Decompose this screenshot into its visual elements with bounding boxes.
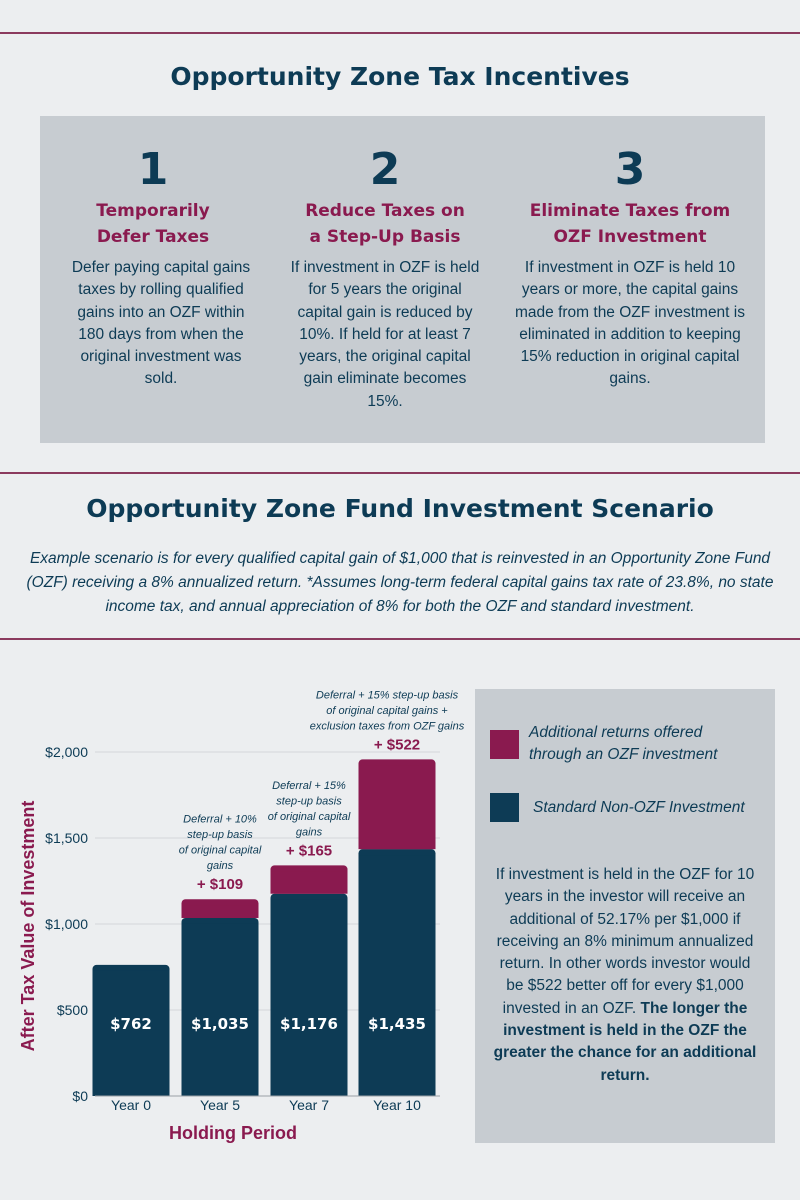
bar-additional-fill: [358, 765, 436, 850]
legend-swatch-additional: [490, 730, 519, 759]
additional-value-label: + $165: [286, 842, 332, 859]
incentive-number: 3: [614, 144, 646, 195]
x-axis-label: Holding Period: [169, 1123, 297, 1143]
incentive-body: If investment in OZF is held 10 years or…: [515, 259, 745, 388]
y-tick-label: $500: [57, 1002, 88, 1018]
annotation-line: step-up basis: [187, 829, 253, 841]
annotation-line: of original capital: [268, 811, 351, 823]
bar-standard-fill: [358, 855, 436, 1096]
incentive-title: Eliminate Taxes from OZF Investment: [529, 201, 731, 247]
incentive-title: Temporarily Defer Taxes: [96, 201, 210, 247]
page-title: Opportunity Zone Tax Incentives: [170, 62, 630, 91]
y-tick-label: $2,000: [45, 744, 88, 760]
annotation-line: gains: [207, 860, 234, 872]
y-tick-label: $0: [72, 1088, 88, 1104]
annotation-line: Deferral + 10%: [183, 814, 257, 826]
annotation-line: gains: [296, 826, 323, 838]
base-value-label: $762: [110, 1015, 152, 1033]
incentive-title: Reduce Taxes on a Step-Up Basis: [305, 201, 465, 247]
annotation-line: Deferral + 15% step-up basis: [316, 689, 459, 701]
incentives-panel: 1 Temporarily Defer Taxes Defer paying ca…: [40, 116, 765, 443]
base-value-label: $1,035: [191, 1015, 249, 1033]
incentive-number: 1: [137, 144, 169, 195]
legend-label-standard: Standard Non-OZF Investment: [533, 799, 745, 816]
x-tick-label: Year 0: [111, 1097, 151, 1113]
bar-additional-fill: [270, 871, 348, 894]
incentive-body: Defer paying capital gains taxes by roll…: [71, 259, 251, 388]
y-axis-label: After Tax Value of Investment: [18, 801, 38, 1052]
annotation-line: Deferral + 15%: [272, 780, 346, 792]
x-tick-label: Year 5: [200, 1097, 240, 1113]
lower-rule: [0, 638, 800, 640]
base-value-label: $1,435: [368, 1015, 426, 1033]
additional-value-label: + $522: [374, 736, 420, 753]
legend-swatch-standard: [490, 793, 519, 822]
annotation-line: exclusion taxes from OZF gains: [310, 720, 465, 732]
x-tick-label: Year 10: [373, 1097, 421, 1113]
additional-value-label: + $109: [197, 876, 243, 893]
bar-standard-fill: [181, 923, 259, 1096]
annotation-line: of original capital: [179, 845, 262, 857]
investment-chart: $0 $500 $1,000 $1,500 $2,000 $762 Year 0 + $109…: [18, 689, 465, 1143]
legend-panel: Additional returns offered through an OZ…: [475, 689, 775, 1143]
middle-rule: [0, 472, 800, 474]
base-value-label: $1,176: [280, 1015, 338, 1033]
scenario-intro: Example scenario is for every qualified …: [26, 550, 774, 615]
incentive-body: If investment in OZF is held for 5 years…: [290, 259, 480, 410]
y-tick-label: $1,000: [45, 916, 88, 932]
bar-standard-fill: [92, 970, 170, 1096]
legend-label-additional: Additional returns offered through an OZ…: [529, 724, 718, 763]
bar-additional-fill: [181, 905, 259, 918]
summary-note: If investment is held in the OZF for 10 …: [493, 866, 757, 1084]
annotation-line: step-up basis: [276, 795, 342, 807]
x-tick-label: Year 7: [289, 1097, 329, 1113]
y-tick-label: $1,500: [45, 830, 88, 846]
incentive-number: 2: [369, 144, 401, 195]
top-rule: [0, 32, 800, 34]
scenario-title: Opportunity Zone Fund Investment Scenari…: [86, 494, 714, 523]
annotation-line: of original capital gains +: [326, 705, 448, 717]
bar-standard-fill: [270, 899, 348, 1096]
